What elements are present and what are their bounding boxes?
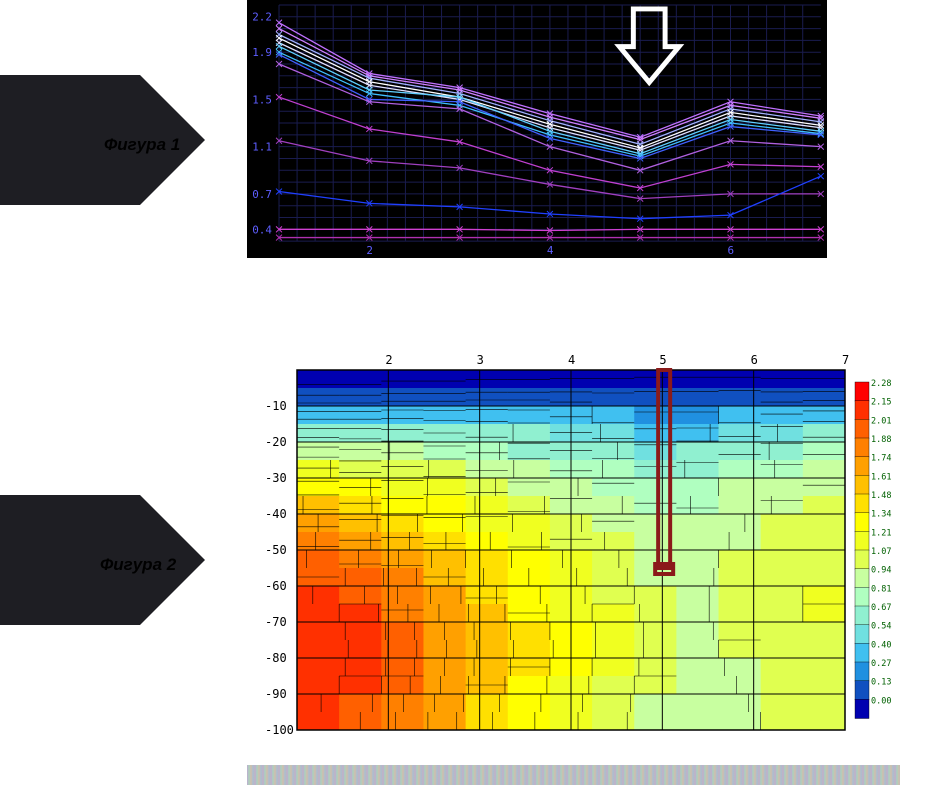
svg-text:1.21: 1.21 [871,528,891,538]
svg-text:0.4: 0.4 [252,223,272,236]
line-chart: 2.2 1.9 1.5 1.1 0.7 0.4 2 4 6 [247,0,827,258]
svg-text:2.2: 2.2 [252,11,272,24]
noise-strip [247,765,900,785]
svg-text:1.9: 1.9 [252,46,272,59]
svg-text:-30: -30 [265,471,287,485]
svg-text:5: 5 [659,353,666,367]
svg-text:0.81: 0.81 [871,584,891,594]
svg-text:-20: -20 [265,435,287,449]
svg-text:1.74: 1.74 [871,454,891,464]
svg-text:2.28: 2.28 [871,379,891,389]
svg-text:0.40: 0.40 [871,640,891,650]
svg-text:6: 6 [728,244,735,257]
svg-text:2.15: 2.15 [871,398,891,408]
svg-text:1.88: 1.88 [871,435,891,445]
line-chart-svg: 2.2 1.9 1.5 1.1 0.7 0.4 2 4 6 [248,1,826,257]
svg-text:0.00: 0.00 [871,696,891,706]
svg-text:3: 3 [477,353,484,367]
svg-text:-90: -90 [265,687,287,701]
svg-text:-10: -10 [265,399,287,413]
svg-text:1.07: 1.07 [871,547,891,557]
svg-text:2: 2 [385,353,392,367]
svg-text:-80: -80 [265,651,287,665]
svg-text:0.13: 0.13 [871,678,891,688]
svg-text:0.67: 0.67 [871,603,891,613]
svg-text:4: 4 [568,353,575,367]
svg-text:0.7: 0.7 [252,188,272,201]
svg-text:2.01: 2.01 [871,416,891,426]
svg-text:-100: -100 [265,723,294,737]
svg-text:2: 2 [366,244,373,257]
svg-text:7: 7 [842,353,849,367]
figure-2-label: Фигура 2 [100,555,176,575]
svg-text:1.1: 1.1 [252,141,272,154]
svg-text:1.61: 1.61 [871,472,891,482]
svg-text:-60: -60 [265,579,287,593]
svg-text:4: 4 [547,244,554,257]
figure-1-label: Фигура 1 [104,135,180,155]
svg-text:1.34: 1.34 [871,510,891,520]
heatmap-chart: 2 3 4 5 6 7 -10 -20 -30 -40 -50 -60 -70 -80 -90 -100 2.2… [247,350,900,738]
svg-text:-40: -40 [265,507,287,521]
svg-text:0.54: 0.54 [871,622,891,632]
svg-text:0.94: 0.94 [871,566,891,576]
svg-text:-50: -50 [265,543,287,557]
svg-text:6: 6 [751,353,758,367]
heatmap-chart-svg: 2 3 4 5 6 7 -10 -20 -30 -40 -50 -60 -70 -80 -90 -100 2.2… [247,350,900,738]
svg-text:0.27: 0.27 [871,659,891,669]
svg-text:1.48: 1.48 [871,491,891,501]
svg-text:1.5: 1.5 [252,93,272,106]
svg-text:-70: -70 [265,615,287,629]
